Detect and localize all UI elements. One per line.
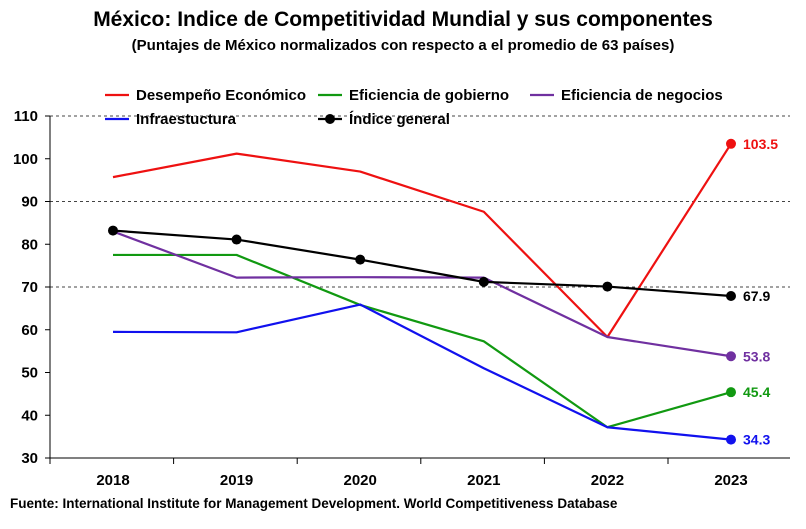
data-point-0-5 xyxy=(726,138,736,149)
y-tick-label-90: 90 xyxy=(21,194,38,211)
legend-item-0: Desempeño Económico xyxy=(105,87,306,104)
legend-item-3: Infraestuctura xyxy=(105,111,237,128)
series-line-0 xyxy=(112,143,732,339)
end-label-1: 45.4 xyxy=(743,384,770,400)
y-tick-label-110: 110 xyxy=(14,108,38,125)
source-note: Fuente: International Institute for Mana… xyxy=(10,496,618,511)
data-point-4-5 xyxy=(726,290,736,301)
x-tick-label-2018: 2018 xyxy=(96,472,129,489)
legend-item-2: Eficiencia de negocios xyxy=(530,87,723,104)
data-point-3-5 xyxy=(726,434,736,445)
y-tick-label-60: 60 xyxy=(21,322,38,339)
legend-label-3: Infraestuctura xyxy=(136,111,237,128)
series-line-2 xyxy=(112,230,732,358)
series-3: 34.3 xyxy=(112,303,770,448)
series-lines: 103.5 45.4 53.8 34.3 67.9 xyxy=(108,136,778,448)
data-point-2-5 xyxy=(726,351,736,362)
chart-title: México: Indice de Competitividad Mundial… xyxy=(93,8,713,31)
end-label-2: 53.8 xyxy=(743,348,770,364)
x-tick-label-2019: 2019 xyxy=(220,472,253,489)
end-label-3: 34.3 xyxy=(743,432,770,448)
y-tick-label-70: 70 xyxy=(21,279,38,296)
series-line-1 xyxy=(113,253,732,429)
chart-subtitle: (Puntajes de México normalizados con res… xyxy=(131,37,675,54)
x-tick-label-2021: 2021 xyxy=(467,472,500,489)
end-label-0: 103.5 xyxy=(743,136,778,152)
data-point-4-3 xyxy=(478,276,489,287)
y-axis: 30 40 50 60 70 80 90 100 110 xyxy=(13,108,51,467)
data-point-1-5 xyxy=(726,387,736,398)
series-1: 45.4 xyxy=(113,253,770,429)
series-4: 67.9 xyxy=(108,225,770,304)
data-point-4-4 xyxy=(602,281,613,292)
legend: Desempeño Económico Eficiencia de gobiern… xyxy=(105,87,723,128)
legend-label-4: Índice general xyxy=(349,111,450,128)
grid-lines xyxy=(50,115,790,288)
data-point-4-0 xyxy=(108,225,118,236)
x-tick-label-2023: 2023 xyxy=(714,472,747,489)
series-line-4 xyxy=(112,229,732,298)
data-point-4-2 xyxy=(355,254,366,265)
legend-item-4: Índice general xyxy=(318,111,450,128)
x-tick-label-2020: 2020 xyxy=(344,472,377,489)
series-0: 103.5 xyxy=(112,136,778,339)
y-tick-label-100: 100 xyxy=(13,151,38,168)
legend-label-1: Eficiencia de gobierno xyxy=(349,87,509,104)
legend-marker-4 xyxy=(325,114,335,124)
legend-label-2: Eficiencia de negocios xyxy=(561,87,723,104)
legend-item-1: Eficiencia de gobierno xyxy=(318,87,509,104)
y-tick-label-30: 30 xyxy=(21,450,38,467)
series-line-3 xyxy=(112,303,732,441)
end-label-4: 67.9 xyxy=(743,288,770,304)
y-tick-label-80: 80 xyxy=(21,236,38,253)
y-tick-label-50: 50 xyxy=(21,365,38,382)
y-tick-label-40: 40 xyxy=(21,407,38,424)
legend-label-0: Desempeño Económico xyxy=(136,87,306,104)
data-point-4-1 xyxy=(231,234,242,245)
series-2: 53.8 xyxy=(112,230,770,364)
x-axis: 2018 2019 2020 2021 2022 2023 xyxy=(49,457,790,489)
x-tick-label-2022: 2022 xyxy=(591,472,624,489)
